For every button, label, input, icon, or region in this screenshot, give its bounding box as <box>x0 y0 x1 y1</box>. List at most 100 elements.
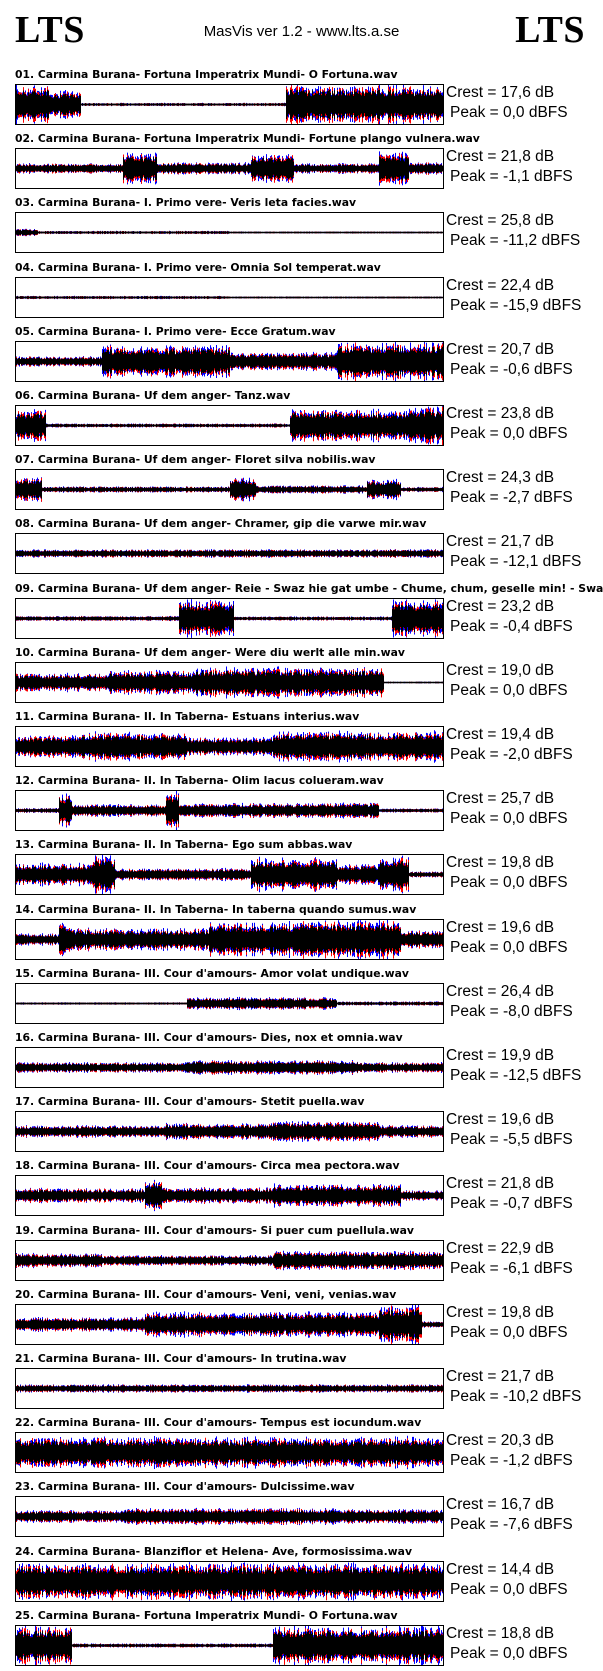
track-row: 25. Carmina Burana- Fortuna Imperatrix M… <box>0 1607 603 1671</box>
peak-value: Peak = -2,7 dBFS <box>450 489 573 507</box>
track-row: 23. Carmina Burana- III. Cour d'amours- … <box>0 1478 603 1542</box>
crest-value: Crest = 19,6 dB <box>446 1111 555 1129</box>
waveform-plot <box>15 1624 444 1666</box>
track-title: 13. Carmina Burana- II. In Taberna- Ego … <box>15 838 353 852</box>
peak-value: Peak = -10,2 dBFS <box>450 1388 582 1405</box>
waveform-svg <box>16 730 443 763</box>
peak-value: Peak = 0,0 dBFS <box>450 874 568 892</box>
crest-value: Crest = 23,8 dB <box>446 405 555 422</box>
track-row: 22. Carmina Burana- III. Cour d'amours- … <box>0 1414 603 1478</box>
track-row: 18. Carmina Burana- III. Cour d'amours- … <box>0 1157 603 1221</box>
peak-value: Peak = 0,0 dBFS <box>450 938 568 956</box>
waveform-plot <box>15 661 444 703</box>
track-title: 23. Carmina Burana- III. Cour d'amours- … <box>15 1480 355 1494</box>
track-row: 09. Carmina Burana- Uf dem anger- Reie -… <box>0 580 603 644</box>
crest-value: Crest = 20,7 dB <box>446 340 555 358</box>
waveform-plot <box>15 1111 444 1153</box>
track-title: 25. Carmina Burana- Fortuna Imperatrix M… <box>15 1608 398 1622</box>
waveform-plot <box>15 533 444 575</box>
waveform-plot <box>15 918 444 960</box>
waveform-svg <box>16 1250 443 1270</box>
track-row: 03. Carmina Burana- I. Primo vere- Veris… <box>0 194 603 258</box>
waveform-svg <box>16 598 443 638</box>
waveform-svg <box>16 919 443 959</box>
waveform-plot <box>15 340 444 382</box>
crest-value: Crest = 25,7 dB <box>446 790 555 808</box>
waveform-plot <box>15 597 444 639</box>
waveform-svg <box>16 549 443 559</box>
waveform-plot <box>15 726 444 767</box>
crest-value: Crest = 19,9 dB <box>446 1047 555 1064</box>
peak-value: Peak = 0,0 dBFS <box>450 1580 568 1598</box>
crest-value: Crest = 24,3 dB <box>446 469 555 487</box>
peak-value: Peak = -0,7 dBFS <box>450 1195 573 1213</box>
track-title: 04. Carmina Burana- I. Primo vere- Omnia… <box>15 260 381 274</box>
track-row: 15. Carmina Burana- III. Cour d'amours- … <box>0 965 603 1029</box>
waveform-plot <box>15 84 444 125</box>
track-title: 20. Carmina Burana- III. Cour d'amours- … <box>15 1287 397 1301</box>
crest-value: Crest = 21,7 dB <box>446 533 555 551</box>
waveform-svg <box>16 1625 443 1665</box>
track-row: 06. Carmina Burana- Uf dem anger- Tanz.w… <box>0 387 603 451</box>
waveform-plot <box>15 1175 444 1217</box>
waveform-svg <box>16 341 443 381</box>
waveform-svg <box>16 85 443 124</box>
waveform-svg <box>16 1121 443 1143</box>
crest-value: Crest = 16,7 dB <box>446 1496 555 1514</box>
waveform-svg <box>16 666 443 699</box>
track-row: 21. Carmina Burana- III. Cour d'amours- … <box>0 1350 603 1414</box>
lts-logo-left: LTS <box>15 9 85 51</box>
crest-value: Crest = 21,8 dB <box>446 148 555 166</box>
track-title: 10. Carmina Burana- Uf dem anger- Were d… <box>15 645 405 659</box>
crest-value: Crest = 22,9 dB <box>446 1239 555 1257</box>
track-title: 22. Carmina Burana- III. Cour d'amours- … <box>15 1416 422 1430</box>
peak-value: Peak = 0,0 dBFS <box>450 681 568 699</box>
track-row: 04. Carmina Burana- I. Primo vere- Omnia… <box>0 259 603 323</box>
peak-value: Peak = -5,5 dBFS <box>450 1131 573 1149</box>
track-row: 10. Carmina Burana- Uf dem anger- Were d… <box>0 644 603 708</box>
waveform-plot <box>15 212 444 254</box>
crest-value: Crest = 21,7 dB <box>446 1368 555 1385</box>
waveform-svg <box>16 295 443 299</box>
crest-value: Crest = 23,2 dB <box>446 597 555 615</box>
waveform-svg <box>16 855 443 895</box>
waveform-plot <box>15 982 444 1024</box>
track-row: 24. Carmina Burana- Blanziflor et Helena… <box>0 1543 603 1607</box>
waveform-svg <box>16 1435 443 1470</box>
crest-value: Crest = 19,6 dB <box>446 918 555 936</box>
waveform-plot <box>15 405 444 446</box>
track-title: 05. Carmina Burana- I. Primo vere- Ecce … <box>15 324 336 338</box>
waveform-svg <box>16 406 443 445</box>
crest-value: Crest = 26,4 dB <box>446 982 555 1000</box>
track-title: 19. Carmina Burana- III. Cour d'amours- … <box>15 1223 414 1237</box>
waveform-svg <box>16 229 443 237</box>
track-row: 05. Carmina Burana- I. Primo vere- Ecce … <box>0 323 603 387</box>
track-row: 11. Carmina Burana- II. In Taberna- Estu… <box>0 708 603 772</box>
waveform-plot <box>15 1432 444 1474</box>
track-title: 06. Carmina Burana- Uf dem anger- Tanz.w… <box>15 389 291 402</box>
track-title: 16. Carmina Burana- III. Cour d'amours- … <box>15 1031 403 1044</box>
waveform-plot <box>15 148 444 190</box>
waveform-plot <box>15 790 444 832</box>
crest-value: Crest = 22,4 dB <box>446 276 555 294</box>
crest-value: Crest = 19,0 dB <box>446 661 555 679</box>
waveform-plot <box>15 1239 444 1281</box>
track-title: 21. Carmina Burana- III. Cour d'amours- … <box>15 1352 347 1365</box>
track-row: 16. Carmina Burana- III. Cour d'amours- … <box>0 1029 603 1093</box>
track-row: 14. Carmina Burana- II. In Taberna- In t… <box>0 901 603 965</box>
track-row: 01. Carmina Burana- Fortuna Imperatrix M… <box>0 66 603 130</box>
track-title: 03. Carmina Burana- I. Primo vere- Veris… <box>15 196 357 210</box>
waveform-plot <box>15 1496 444 1538</box>
track-title: 14. Carmina Burana- II. In Taberna- In t… <box>15 902 417 916</box>
track-row: 02. Carmina Burana- Fortuna Imperatrix M… <box>0 130 603 194</box>
track-row: 07. Carmina Burana- Uf dem anger- Floret… <box>0 451 603 515</box>
waveform-plot <box>15 1560 444 1602</box>
waveform-svg <box>16 1508 443 1526</box>
crest-value: Crest = 14,4 dB <box>446 1560 555 1578</box>
peak-value: Peak = -12,1 dBFS <box>450 553 582 571</box>
waveform-plot <box>15 1047 444 1088</box>
peak-value: Peak = -12,5 dBFS <box>450 1067 582 1084</box>
waveform-plot <box>15 854 444 896</box>
crest-value: Crest = 18,8 dB <box>446 1624 555 1642</box>
peak-value: Peak = 0,0 dBFS <box>450 104 568 121</box>
